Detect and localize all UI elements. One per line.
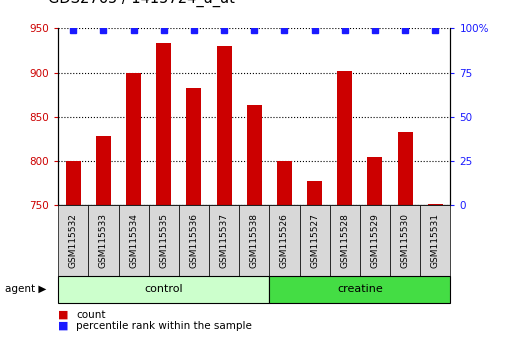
Bar [427, 204, 442, 205]
Text: GSM115528: GSM115528 [339, 213, 348, 268]
Bar [336, 71, 351, 205]
Text: ■: ■ [58, 310, 69, 320]
Text: control: control [144, 284, 183, 295]
Bar [246, 105, 261, 205]
Text: GSM115534: GSM115534 [129, 213, 138, 268]
Text: percentile rank within the sample: percentile rank within the sample [76, 321, 251, 331]
Bar [307, 181, 322, 205]
Bar [186, 87, 201, 205]
Text: GSM115532: GSM115532 [69, 213, 78, 268]
Text: GSM115536: GSM115536 [189, 213, 198, 268]
Text: ■: ■ [58, 321, 69, 331]
Text: GSM115526: GSM115526 [279, 213, 288, 268]
Text: GSM115533: GSM115533 [99, 213, 108, 268]
Bar [156, 43, 171, 205]
Bar [126, 73, 141, 205]
Bar [276, 161, 291, 205]
Text: GSM115527: GSM115527 [310, 213, 319, 268]
Text: GDS2765 / 1415724_a_at: GDS2765 / 1415724_a_at [48, 0, 234, 7]
Text: GSM115535: GSM115535 [159, 213, 168, 268]
Text: creatine: creatine [336, 284, 382, 295]
Bar [367, 156, 382, 205]
Text: GSM115531: GSM115531 [430, 213, 439, 268]
Bar [96, 136, 111, 205]
Text: GSM115530: GSM115530 [400, 213, 409, 268]
Text: GSM115538: GSM115538 [249, 213, 258, 268]
Bar [397, 132, 412, 205]
Text: GSM115537: GSM115537 [219, 213, 228, 268]
Bar [66, 161, 81, 205]
Bar [216, 46, 231, 205]
Text: agent ▶: agent ▶ [5, 284, 46, 295]
Text: count: count [76, 310, 105, 320]
Text: GSM115529: GSM115529 [370, 213, 379, 268]
